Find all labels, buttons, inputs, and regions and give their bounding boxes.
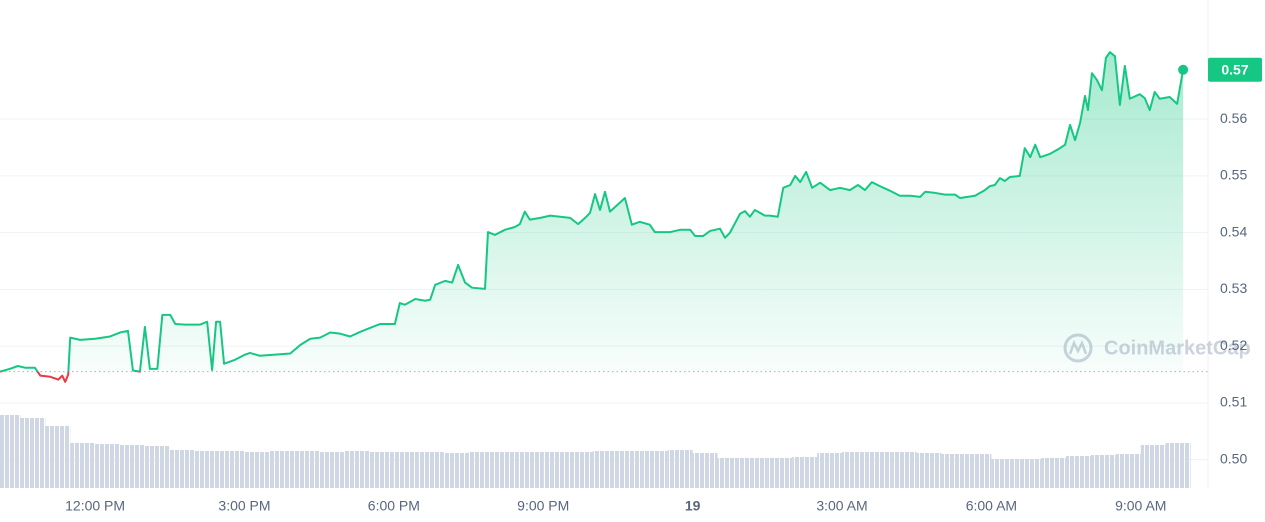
volume-bar bbox=[368, 452, 394, 488]
volume-bar bbox=[1140, 445, 1166, 488]
volume-bar bbox=[742, 458, 768, 488]
y-tick-label: 0.50 bbox=[1220, 450, 1247, 466]
volume-bar bbox=[767, 458, 793, 488]
volume-bar bbox=[1041, 458, 1067, 488]
x-tick-label: 6:00 PM bbox=[368, 498, 420, 514]
x-tick-label: 12:00 PM bbox=[65, 498, 125, 514]
volume-bar bbox=[144, 446, 170, 488]
volume-bar bbox=[891, 452, 917, 488]
volume-bar bbox=[842, 452, 867, 488]
volume-bar bbox=[95, 444, 121, 488]
volume-bar bbox=[319, 452, 345, 488]
price-badge bbox=[1208, 57, 1262, 82]
volume-bar bbox=[120, 445, 145, 488]
volume-bar bbox=[194, 451, 220, 488]
volume-bar bbox=[344, 451, 369, 488]
volume-bar bbox=[866, 452, 892, 488]
volume-bar bbox=[219, 451, 245, 488]
volume-bar bbox=[443, 453, 469, 488]
volume-bar bbox=[617, 451, 643, 488]
volume-bar bbox=[493, 452, 519, 488]
volume-bar bbox=[1165, 443, 1191, 488]
volume-bar bbox=[518, 452, 544, 488]
volume-bar bbox=[941, 454, 967, 488]
volume-bar bbox=[418, 452, 444, 488]
volume-bar bbox=[1115, 454, 1141, 488]
volume-bar bbox=[717, 458, 743, 488]
volume-bar bbox=[667, 450, 693, 488]
volume-bar bbox=[45, 426, 71, 488]
y-tick-label: 0.54 bbox=[1220, 223, 1247, 239]
x-tick-label: 9:00 PM bbox=[517, 498, 569, 514]
volume-bar bbox=[593, 451, 618, 488]
volume-bar bbox=[393, 452, 419, 488]
volume-bar bbox=[642, 451, 668, 488]
volume-bar bbox=[991, 459, 1017, 488]
volume-bar bbox=[70, 443, 96, 488]
volume-bar bbox=[966, 454, 992, 488]
volume-bar bbox=[20, 418, 46, 488]
volume-bar bbox=[244, 452, 270, 488]
volume-bar bbox=[916, 453, 942, 488]
volume-bar bbox=[0, 415, 21, 488]
y-tick-label: 0.52 bbox=[1220, 337, 1247, 353]
volume-bar bbox=[792, 457, 818, 488]
volume-bar bbox=[543, 452, 569, 488]
marks bbox=[0, 51, 1208, 488]
x-tick-label: 9:00 AM bbox=[1115, 498, 1166, 514]
x-tick-label: 6:00 AM bbox=[966, 498, 1017, 514]
x-tick-label: 19 bbox=[685, 498, 701, 514]
volume-bar bbox=[1016, 459, 1042, 488]
volume-bar bbox=[1090, 455, 1116, 488]
y-tick-label: 0.53 bbox=[1220, 280, 1247, 296]
volume-bar bbox=[692, 453, 718, 488]
y-tick-label: 0.55 bbox=[1220, 167, 1247, 183]
volume-bar bbox=[568, 452, 594, 488]
x-tick-label: 3:00 PM bbox=[218, 498, 270, 514]
volume-bar bbox=[817, 453, 843, 488]
x-tick-label: 3:00 AM bbox=[816, 498, 867, 514]
volume-bar bbox=[269, 451, 295, 488]
y-tick-label: 0.56 bbox=[1220, 110, 1247, 126]
last-point bbox=[1178, 64, 1189, 75]
volume-bar bbox=[169, 450, 195, 488]
price-line-up bbox=[0, 51, 1185, 372]
price-badge-label: 0.57 bbox=[1221, 61, 1248, 77]
volume-bar bbox=[1066, 456, 1091, 488]
volume-bar bbox=[468, 452, 494, 488]
volume-bar bbox=[294, 451, 320, 488]
price-area bbox=[0, 52, 1184, 372]
y-tick-label: 0.51 bbox=[1220, 394, 1247, 410]
